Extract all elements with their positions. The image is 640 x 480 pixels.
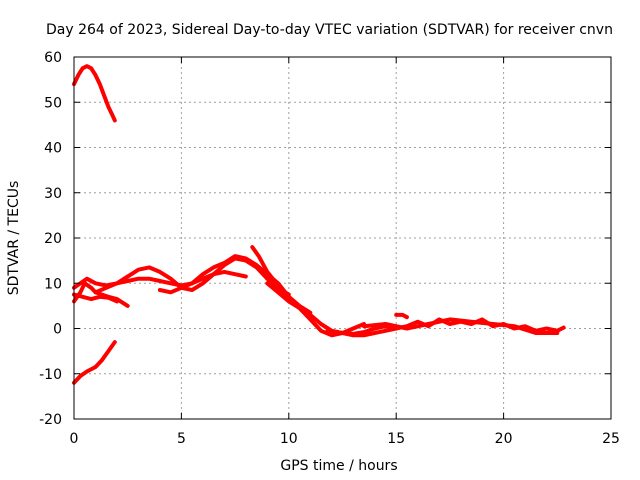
y-axis-label: SDTVAR / TECUs (6, 181, 22, 296)
chart-title: Day 264 of 2023, Sidereal Day-to-day VTE… (46, 22, 613, 38)
y-tick-label: 20 (44, 231, 62, 247)
series-arc-2 (72, 292, 119, 304)
y-tick-label: 60 (44, 50, 62, 66)
x-tick-label: 5 (177, 431, 186, 447)
ticks (73, 56, 612, 420)
y-tick-label: -10 (39, 367, 62, 383)
series-group (72, 64, 566, 385)
x-axis-label: GPS time / hours (280, 458, 397, 474)
y-tick-label: 40 (44, 141, 62, 157)
y-tick-label: 0 (53, 322, 62, 338)
x-tick-label: 15 (387, 431, 405, 447)
y-tick-labels: -20 -10 0 10 20 30 40 50 60 (39, 50, 62, 428)
x-tick-labels: 0 5 10 15 20 25 (70, 431, 620, 447)
series-arc-6 (250, 245, 366, 338)
y-tick-label: -20 (39, 412, 62, 428)
series-arc-3 (72, 269, 248, 290)
series-arc-low (72, 340, 117, 385)
series-arc-4 (93, 256, 291, 297)
series-arc-8 (325, 317, 566, 336)
x-tick-label: 0 (70, 431, 79, 447)
grid (74, 57, 611, 419)
series-arc-10 (394, 312, 409, 320)
series-arc-top (72, 64, 117, 123)
x-tick-label: 25 (602, 431, 620, 447)
series-arc-9 (362, 317, 560, 335)
x-tick-label: 10 (280, 431, 298, 447)
y-tick-label: 50 (44, 95, 62, 111)
x-tick-label: 20 (495, 431, 513, 447)
y-tick-label: 10 (44, 276, 62, 292)
y-tick-label: 30 (44, 186, 62, 202)
